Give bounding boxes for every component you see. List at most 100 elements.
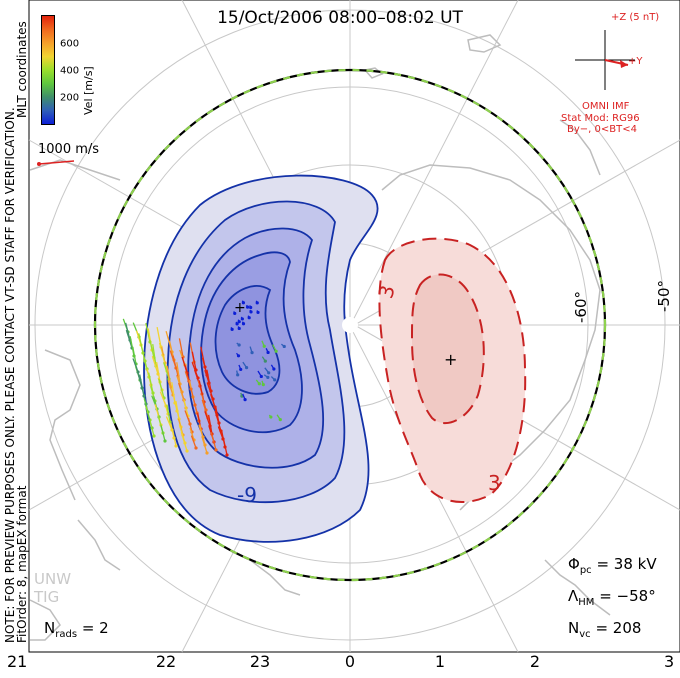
velocity-vector-origin <box>230 327 234 331</box>
velocity-vector-origin <box>174 444 178 448</box>
velocity-vector <box>151 355 159 375</box>
vector-count: Nvc = 208 <box>568 619 642 640</box>
velocity-vector-origin <box>249 310 253 314</box>
velocity-colorbar <box>41 15 55 125</box>
mlt-tick-label: 0 <box>344 652 356 671</box>
velocity-vector-origin <box>225 453 229 457</box>
velocity-vector <box>152 343 157 367</box>
velocity-vector-origin <box>245 305 250 309</box>
positive-cell-center-marker: + <box>444 350 457 369</box>
velocity-vector <box>204 411 211 427</box>
negative-contour-label: -9 <box>237 483 257 507</box>
velocity-vector-origin <box>273 378 277 382</box>
velocity-vector <box>204 369 210 384</box>
velocity-vector-origin <box>243 398 247 402</box>
velocity-vector-origin <box>272 367 276 371</box>
colorbar-tick: 400 <box>60 65 80 77</box>
mlt-tick-label: 2 <box>529 652 541 671</box>
velocity-vector-origin <box>244 366 249 370</box>
velocity-vector <box>201 399 209 419</box>
hm-boundary-dash <box>93 68 607 582</box>
velocity-vector <box>222 437 228 456</box>
velocity-vector <box>149 420 155 437</box>
velocity-vector-origin <box>185 449 189 453</box>
velocity-vector-origin <box>278 418 282 422</box>
imf-condition-label: By−, 0<BT<4 <box>567 124 637 135</box>
velocity-vector-origin <box>259 374 263 379</box>
vector-scale-dot <box>37 162 41 166</box>
velocity-vector <box>187 417 193 433</box>
velocity-vector-origin <box>266 350 270 355</box>
map-title: 15/Oct/2006 08:00–08:02 UT <box>217 8 463 28</box>
velocity-vector-origin <box>163 439 167 443</box>
velocity-vector <box>207 414 213 435</box>
velocity-vector-origin <box>236 354 241 358</box>
velocity-vector-origin <box>233 311 237 316</box>
velocity-vector <box>165 416 173 431</box>
hm-boundary-latitude: ΛHM = −58° <box>568 587 656 608</box>
velocity-vector-origin <box>194 446 198 450</box>
velocity-vector <box>214 410 222 432</box>
velocity-vector-origin <box>236 373 240 377</box>
mlt-tick-label: 23 <box>249 652 271 671</box>
velocity-vector-origin <box>235 322 239 326</box>
vector-scale-label: 1000 m/s <box>38 142 100 157</box>
velocity-vector <box>180 432 188 452</box>
watermark-line1: UNW <box>34 570 72 588</box>
velocity-vector <box>149 339 155 359</box>
negative-cell-center-marker: + <box>234 300 246 316</box>
velocity-vector <box>201 438 208 454</box>
velocity-vector-origin <box>241 301 246 305</box>
velocity-vector-origin <box>237 326 241 331</box>
velocity-vector-origin <box>239 367 243 372</box>
velocity-vector-origin <box>237 320 241 324</box>
velocity-vector-origin <box>250 351 254 355</box>
fit-order-note: FitOrder: 8, mapEX format <box>15 485 29 643</box>
imf-clock-dial <box>575 30 635 90</box>
imf-plus-z-label: +Z (5 nT) <box>611 12 660 23</box>
velocity-vector <box>167 380 174 396</box>
velocity-vector <box>166 365 172 388</box>
velocity-vector <box>158 378 165 399</box>
negative-potential-cell: -9 + <box>143 174 379 543</box>
mlt-tick-label: 21 <box>7 652 28 671</box>
velocity-vector <box>155 361 161 383</box>
velocity-vector-origin <box>256 310 260 315</box>
velocity-vectors <box>122 300 286 457</box>
velocity-vector <box>183 399 189 417</box>
colorbar-tick: 600 <box>60 38 80 50</box>
imf-plus-y-label: +Y <box>628 56 643 67</box>
velocity-vector-origin <box>214 448 218 452</box>
positive-contour-label-upper: 3 <box>373 283 399 302</box>
velocity-vector-origin <box>237 343 241 347</box>
velocity-vector <box>176 362 181 385</box>
velocity-vector <box>172 430 177 447</box>
velocity-vector <box>173 396 178 412</box>
velocity-vector <box>201 357 208 376</box>
coordinates-note: MLT coordinates <box>15 21 29 118</box>
latitude-label: -50° <box>655 280 673 312</box>
velocity-vector <box>206 369 212 392</box>
velocity-vector-origin <box>262 344 266 348</box>
velocity-vector-origin <box>282 344 286 349</box>
velocity-vector <box>172 355 179 377</box>
velocity-vector <box>190 435 197 449</box>
velocity-vector <box>160 425 166 442</box>
mlt-tick-label: 3 <box>664 652 675 671</box>
velocity-vector-origin <box>257 382 261 386</box>
velocity-vector-origin <box>269 415 273 419</box>
velocity-vector <box>217 426 224 440</box>
velocity-vector-origin <box>205 451 209 455</box>
velocity-vector <box>191 351 197 371</box>
radar-count: Nrads = 2 <box>44 619 109 640</box>
velocity-vector <box>163 362 170 380</box>
velocity-vector-origin <box>263 359 267 363</box>
velocity-vector-origin <box>255 301 259 305</box>
velocity-vector <box>132 346 137 365</box>
velocity-vector-origin <box>274 349 278 353</box>
cross-polar-potential: Φpc = 38 kV <box>568 555 657 576</box>
colorbar-label: Vel [m/s] <box>82 66 95 115</box>
mlt-tick-label: 1 <box>434 652 446 671</box>
